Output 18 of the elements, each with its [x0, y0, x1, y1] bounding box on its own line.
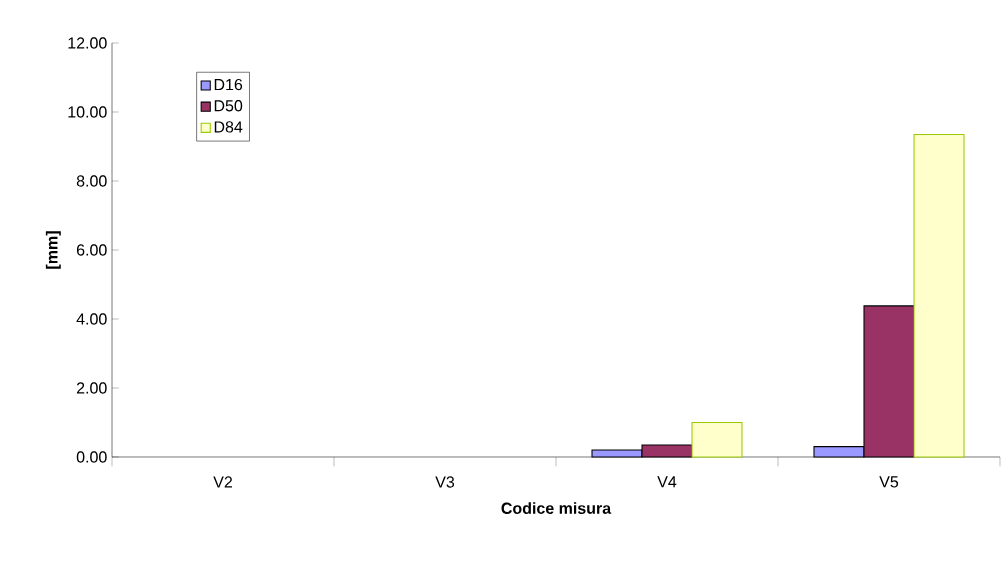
y-tick-label: 12.00: [68, 37, 107, 49]
y-tick-label: 0.00: [76, 451, 107, 463]
x-tick-label: V2: [213, 476, 232, 488]
x-tick-label: V4: [657, 476, 677, 488]
y-axis-title: [mm]: [45, 231, 61, 269]
bar: [691, 421, 743, 458]
bar: [913, 133, 965, 458]
legend-label: D16: [214, 78, 243, 91]
y-tick-label: 6.00: [76, 244, 107, 256]
x-tick-label: V3: [435, 476, 455, 488]
y-tick-label: 2.00: [76, 382, 107, 394]
legend-label: D84: [214, 121, 243, 133]
x-axis-title: Codice misura: [501, 502, 612, 514]
y-tick-label: 8.00: [76, 175, 107, 187]
y-tick-label: 10.00: [68, 106, 107, 118]
legend-label: D50: [214, 100, 243, 112]
x-tick-label: V5: [879, 476, 899, 488]
y-tick-label: 4.00: [76, 313, 107, 325]
